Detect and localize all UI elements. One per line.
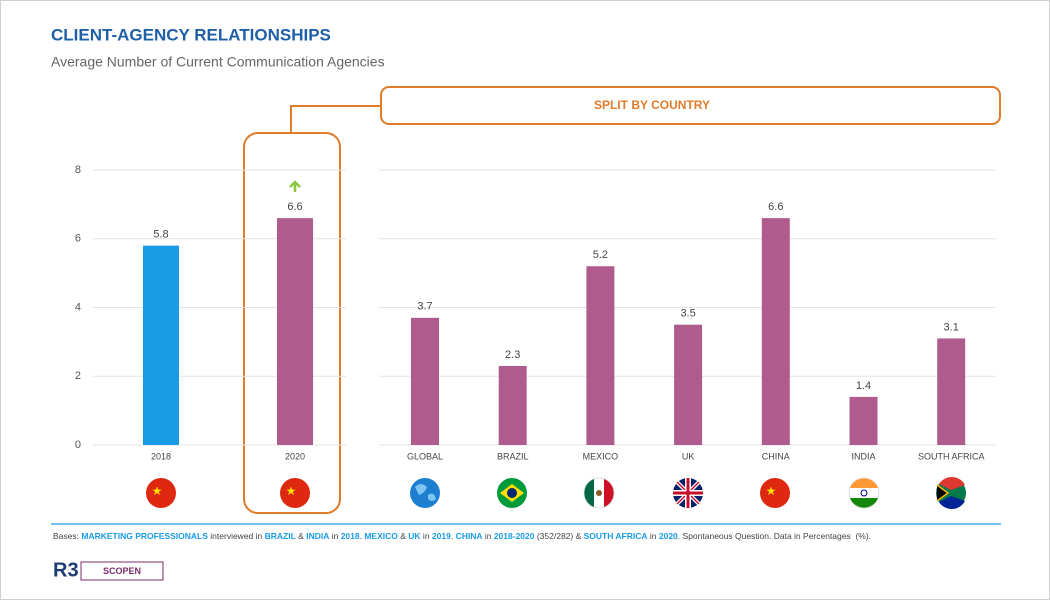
x-tick-label: MEXICO xyxy=(583,451,619,461)
footnote-part: & xyxy=(397,531,409,541)
footnote-part: in xyxy=(482,531,494,541)
bar xyxy=(674,324,703,445)
highlight-box xyxy=(243,132,341,514)
bar xyxy=(143,245,179,445)
chart-title: CLIENT-AGENCY RELATIONSHIPS xyxy=(51,25,331,44)
x-tick-label: BRAZIL xyxy=(497,451,529,461)
footnote-part: MARKETING PROFESSIONALS xyxy=(81,531,208,541)
value-label: 3.1 xyxy=(944,321,959,333)
value-label: 6.6 xyxy=(768,201,783,213)
flag-india xyxy=(848,477,880,509)
flag-uk xyxy=(673,478,703,508)
y-tick-label: 2 xyxy=(75,370,81,382)
x-tick-label: INDIA xyxy=(851,451,875,461)
x-tick-label: UK xyxy=(682,451,695,461)
x-tick-label: SOUTH AFRICA xyxy=(918,451,985,461)
value-label: 5.2 xyxy=(593,249,608,261)
footnote-part: MEXICO xyxy=(364,531,398,541)
y-tick-label: 6 xyxy=(75,233,81,245)
footnote-part: in xyxy=(420,531,432,541)
bar xyxy=(761,218,790,445)
logo-brand: SCOPEN xyxy=(103,566,141,576)
flag-south-africa xyxy=(936,476,966,510)
svg-text:★: ★ xyxy=(286,484,297,498)
flag-mexico xyxy=(583,477,615,509)
footnote-part: 2018-2020 xyxy=(493,531,535,541)
bar xyxy=(411,317,439,445)
bar xyxy=(937,338,966,445)
footnote-part: 2019 xyxy=(431,531,451,541)
group-annotation: SPLIT BY COUNTRY xyxy=(594,98,710,112)
bar xyxy=(277,218,313,445)
up-arrow xyxy=(289,180,301,192)
flag-china: ★ xyxy=(760,478,790,508)
bar xyxy=(586,266,615,445)
chart-subtitle: Average Number of Current Communication … xyxy=(51,54,385,70)
x-tick-label: CHINA xyxy=(762,451,790,461)
connector xyxy=(290,105,381,133)
footnote-part: INDIA xyxy=(306,531,330,541)
svg-text:★: ★ xyxy=(152,484,163,498)
footnote-part: SOUTH AFRICA xyxy=(583,531,648,541)
footnote-part: BRAZIL xyxy=(264,531,296,541)
footnote-part: . Spontaneous Question. Data in Percenta… xyxy=(677,531,872,541)
flag-brazil xyxy=(497,478,527,508)
flags: ★ ★ ★ xyxy=(146,476,966,510)
svg-text:★: ★ xyxy=(766,484,777,498)
value-label: 6.6 xyxy=(287,201,302,213)
footnote-part: Bases: xyxy=(53,531,82,541)
x-tick-label: 2020 xyxy=(285,451,305,461)
value-label: 3.7 xyxy=(417,301,432,313)
value-label: 2.3 xyxy=(505,349,520,361)
footnote-part: & xyxy=(295,531,307,541)
logo-box xyxy=(80,561,164,581)
x-tick-label: GLOBAL xyxy=(407,451,443,461)
footnote-part: UK xyxy=(408,531,421,541)
flag-china: ★ xyxy=(146,478,176,508)
footnote-part: 2018 xyxy=(340,531,360,541)
value-label: 1.4 xyxy=(856,380,871,392)
bar xyxy=(498,365,527,445)
value-label: 3.5 xyxy=(680,308,695,320)
x-tick-label: 2018 xyxy=(151,451,171,461)
flag-china: ★ xyxy=(280,478,310,508)
footnote-part: interviewed in xyxy=(207,531,265,541)
y-tick-label: 0 xyxy=(75,439,81,451)
logo-mark: R3 xyxy=(53,559,79,581)
footnote-part: CHINA xyxy=(455,531,483,541)
y-tick-label: 4 xyxy=(75,301,81,313)
value-label: 5.8 xyxy=(153,229,168,241)
bar xyxy=(849,396,878,445)
footnote-part: 2020 xyxy=(658,531,678,541)
footnote-part: in xyxy=(647,531,659,541)
footnote: Bases: MARKETING PROFESSIONALS interview… xyxy=(53,531,871,541)
footnote-part: in xyxy=(329,531,341,541)
footnote-part: (352/282) & xyxy=(534,531,584,541)
flag-globe xyxy=(410,478,440,508)
footnote-part: . xyxy=(450,531,456,541)
y-tick-label: 8 xyxy=(75,164,81,176)
footnote-part: . xyxy=(359,531,365,541)
